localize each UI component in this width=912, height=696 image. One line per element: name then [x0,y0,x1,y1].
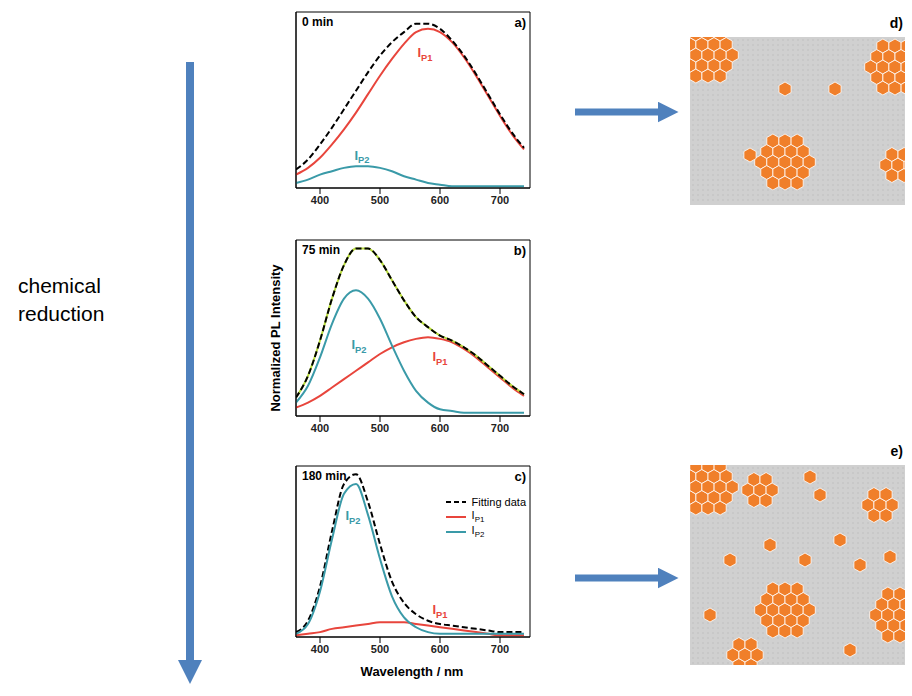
svg-text:d): d) [890,15,903,31]
svg-text:500: 500 [371,643,389,655]
svg-text:500: 500 [371,194,389,206]
svg-text:IP2: IP2 [345,508,360,526]
html-text:IP1: IP1 [471,508,485,525]
svg-text:700: 700 [491,643,509,655]
svg-text:600: 600 [431,194,449,206]
html-text:c): c) [514,469,526,484]
html-text:0 min: 0 min [302,15,334,29]
svg-text:e): e) [891,443,903,459]
svg-text:Wavelength / nm: Wavelength / nm [361,664,464,679]
html-text:IP2: IP2 [471,523,485,540]
svg-text:600: 600 [431,643,449,655]
html-text:Fitting data: Fitting data [471,495,526,508]
svg-text:IP2: IP2 [351,337,366,355]
svg-text:500: 500 [371,422,389,434]
html-text:75 min: 75 min [302,243,340,257]
svg-text:600: 600 [431,422,449,434]
html-text:180 min: 180 min [302,469,347,483]
svg-text:IP1: IP1 [432,602,447,620]
html-text:a): a) [514,15,526,30]
svg-text:IP1: IP1 [432,349,447,367]
svg-text:IP1: IP1 [417,45,432,63]
svg-text:Normalized PL Intensity: Normalized PL Intensity [268,264,283,412]
svg-text:700: 700 [491,194,509,206]
html-text:chemical reduction: chemical reduction [18,274,105,325]
html-text:b): b) [513,243,526,258]
svg-text:400: 400 [311,643,329,655]
svg-text:400: 400 [311,422,329,434]
svg-text:IP2: IP2 [354,148,369,166]
svg-text:400: 400 [311,194,329,206]
svg-text:700: 700 [491,422,509,434]
